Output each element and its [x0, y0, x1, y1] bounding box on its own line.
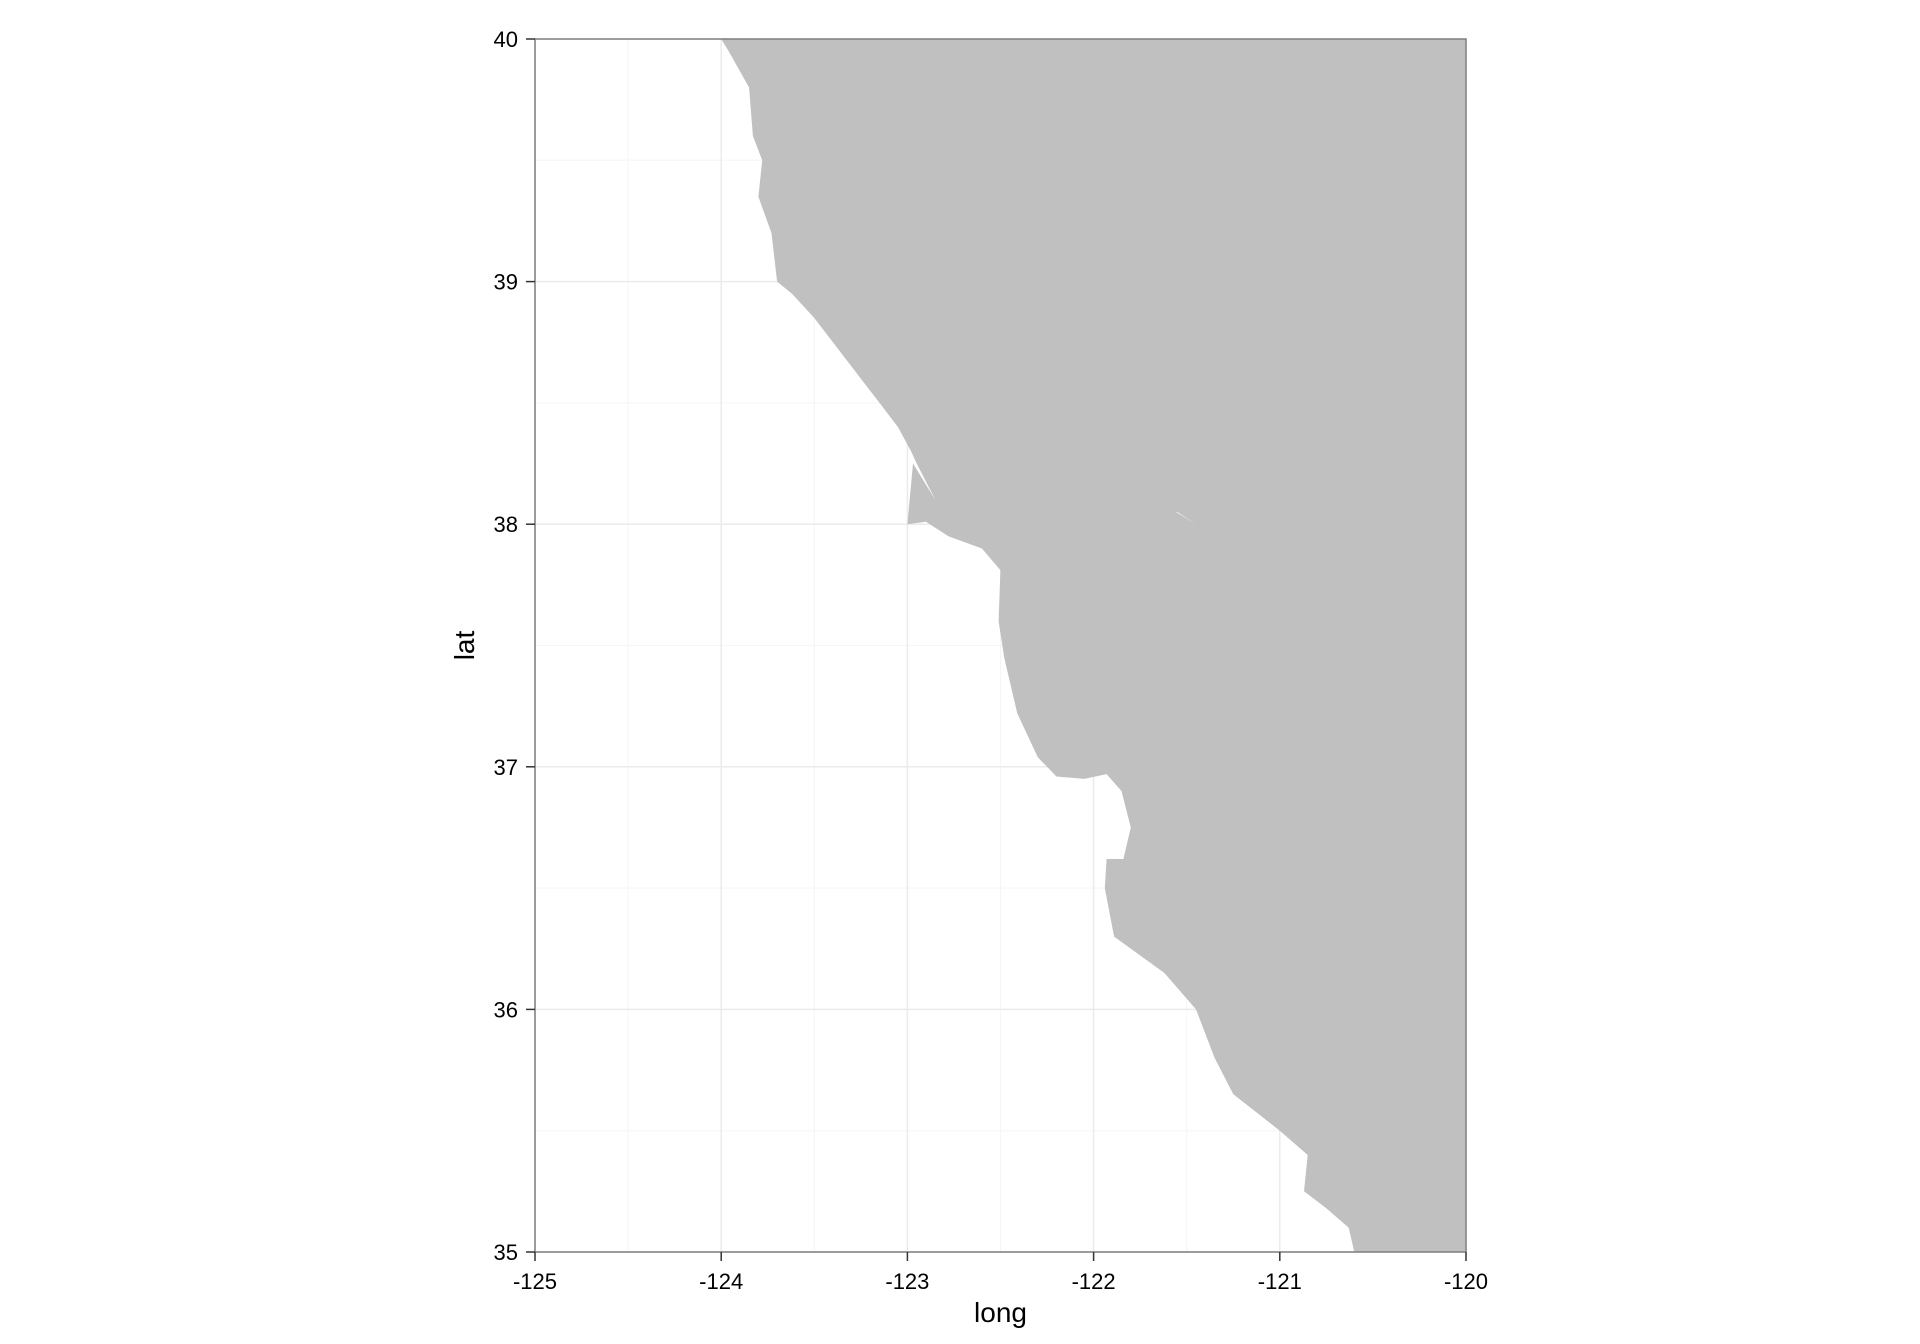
- y-tick-label: 38: [494, 512, 518, 537]
- y-tick-label: 40: [494, 27, 518, 52]
- x-tick-label: -125: [513, 1269, 557, 1294]
- x-axis: -125 -124 -123 -122 -121 -120: [513, 1252, 1488, 1294]
- y-tick-label: 39: [494, 270, 518, 295]
- panel-border: [534, 38, 1467, 1253]
- x-tick-label: -121: [1258, 1269, 1302, 1294]
- land-polygon: [721, 39, 1466, 1252]
- x-tick-label: -122: [1072, 1269, 1116, 1294]
- y-tick-label: 36: [494, 997, 518, 1022]
- x-tick-label: -123: [885, 1269, 929, 1294]
- plot-panel: [534, 38, 1467, 1253]
- x-tick-label: -120: [1444, 1269, 1488, 1294]
- x-axis-title: long: [974, 1297, 1027, 1328]
- y-axis: 35 36 37 38 39 40: [494, 27, 535, 1265]
- y-tick-label: 37: [494, 755, 518, 780]
- y-tick-label: 35: [494, 1240, 518, 1265]
- x-tick-label: -124: [699, 1269, 743, 1294]
- y-axis-title: lat: [449, 630, 480, 660]
